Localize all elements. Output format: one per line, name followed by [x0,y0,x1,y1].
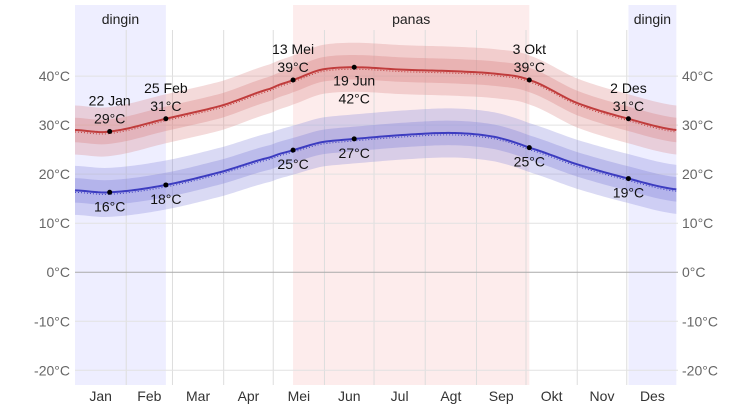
y-tick-label-right: -10°C [682,313,718,329]
annotation-value: 39°C [514,59,545,75]
y-tick-label-left: 40°C [39,68,70,84]
annotation-value: 39°C [277,59,308,75]
month-label: Mei [288,388,311,404]
annotation-point [526,145,532,151]
month-label: Okt [541,388,563,404]
month-label: Nov [590,388,615,404]
season-label: dingin [634,11,671,27]
annotation-point [351,136,357,142]
annotation-point [163,116,169,122]
annotation-value: 16°C [94,198,125,214]
y-tick-label-left: 0°C [47,264,71,280]
y-tick-label-right: 40°C [682,68,713,84]
y-tick-label-right: 30°C [682,117,713,133]
season-label: panas [392,11,430,27]
annotation-point [351,64,357,70]
month-label: Feb [137,388,161,404]
y-tick-label-right: 0°C [682,264,706,280]
high-range-band [75,55,677,145]
high-range-band [75,42,677,157]
annotation-value: 27°C [339,145,370,161]
annotation-point [625,176,631,182]
y-tick-label-left: -10°C [34,313,70,329]
y-tick-label-right: 10°C [682,215,713,231]
annotation-point [107,129,113,135]
month-label: Jun [338,388,361,404]
month-label: Des [640,388,665,404]
high-temperature-line [74,66,677,134]
annotation-value: 29°C [94,111,125,127]
annotation-value: 31°C [150,98,181,114]
month-label: Sep [489,388,514,404]
month-label: Jul [391,388,409,404]
month-label: Agt [440,388,461,404]
annotation-date: 3 Okt [513,41,547,57]
y-tick-label-left: 30°C [39,117,70,133]
annotation-value: 25°C [514,154,545,170]
annotation-value: 19°C [613,185,644,201]
annotation-point [526,77,532,83]
annotation-date: 25 Feb [144,80,188,96]
high-dotted-line [74,68,677,135]
month-label: Jan [89,388,112,404]
y-tick-label-left: 10°C [39,215,70,231]
annotation-value: 18°C [150,191,181,207]
annotation-value: 25°C [277,156,308,172]
month-label: Mar [186,388,210,404]
y-tick-label-right: 20°C [682,166,713,182]
month-label: Apr [238,388,260,404]
season-label: dingin [102,11,139,27]
annotation-point [290,77,296,83]
annotation-point [163,182,169,188]
y-tick-label-left: 20°C [39,166,70,182]
low-range-band [75,120,677,205]
low-temperature-line [74,131,677,194]
annotation-value: 31°C [613,98,644,114]
annotation-point [625,116,631,122]
annotation-point [107,189,113,195]
annotation-value: 42°C [339,90,370,106]
annotation-date: 19 Jun [333,72,375,88]
annotation-date: 22 Jan [89,93,131,109]
annotation-date: 13 Mei [272,41,314,57]
annotation-date: 2 Des [610,80,647,96]
y-tick-label-left: -20°C [34,362,70,378]
y-tick-label-right: -20°C [682,362,718,378]
low-range-band [75,108,677,218]
annotation-point [290,147,296,153]
